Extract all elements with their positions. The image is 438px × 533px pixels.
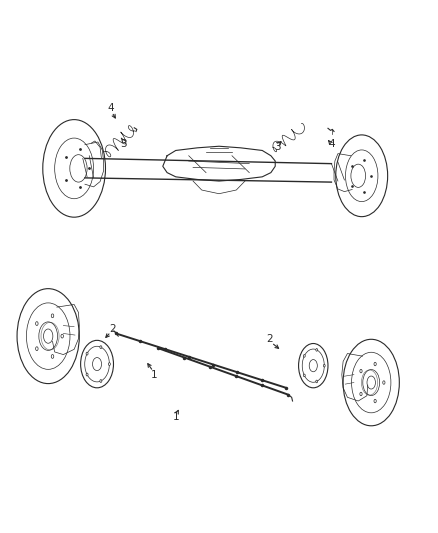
Text: 4: 4 [108,103,114,114]
Ellipse shape [316,349,318,351]
Text: 3: 3 [120,139,127,149]
Ellipse shape [86,373,88,376]
Ellipse shape [323,365,325,367]
Ellipse shape [304,374,305,377]
Ellipse shape [304,354,305,357]
Text: 3: 3 [275,142,281,152]
Ellipse shape [316,380,318,383]
Text: 1: 1 [173,412,179,422]
Text: 2: 2 [266,334,272,344]
Ellipse shape [86,352,88,355]
Text: 1: 1 [151,369,157,379]
Text: 4: 4 [328,139,335,149]
Ellipse shape [100,346,102,349]
Text: 2: 2 [110,324,117,334]
Ellipse shape [108,362,110,366]
Ellipse shape [100,379,102,383]
